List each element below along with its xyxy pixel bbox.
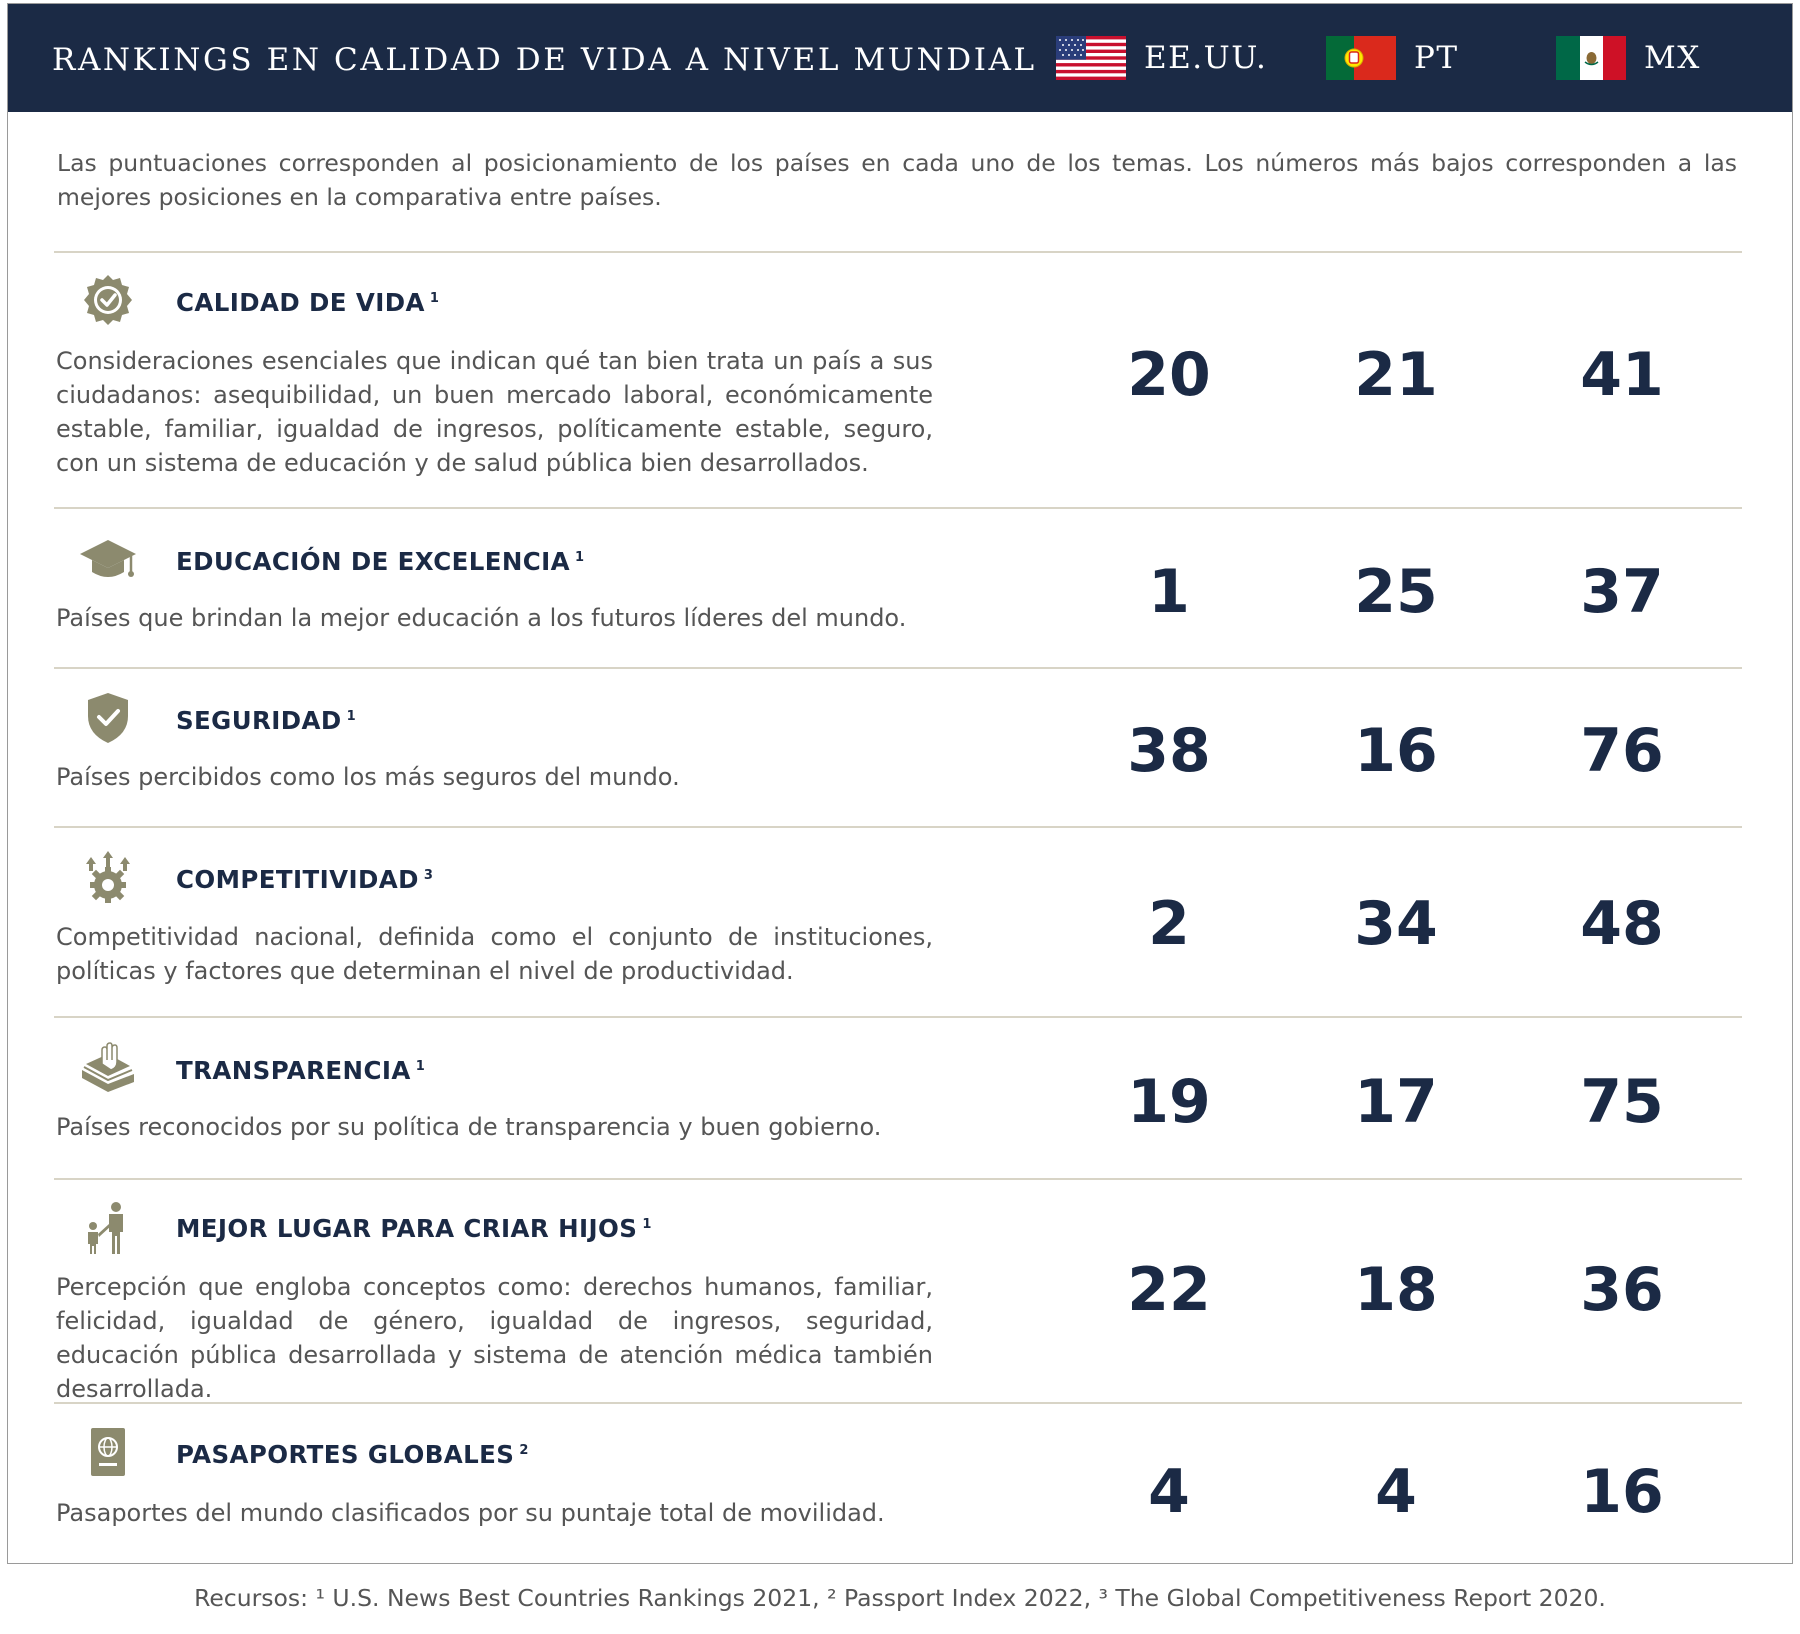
row-description: Países reconocidos por su política de tr… bbox=[56, 1113, 882, 1141]
graduation-cap-icon bbox=[78, 532, 138, 588]
score-us: 20 bbox=[1127, 340, 1211, 410]
shield-check-icon bbox=[78, 690, 138, 746]
score-us: 4 bbox=[1148, 1457, 1190, 1527]
row-description: Países que brindan la mejor educación a … bbox=[56, 604, 907, 632]
row-title: COMPETITIVIDAD 3 bbox=[176, 865, 434, 894]
row-description: Percepción que engloba conceptos como: d… bbox=[56, 1273, 933, 1403]
score-mx: 36 bbox=[1580, 1255, 1664, 1325]
page-title: RANKINGS EN CALIDAD DE VIDA A NIVEL MUND… bbox=[52, 42, 1037, 78]
us-flag-icon bbox=[1056, 36, 1126, 80]
divider bbox=[54, 507, 1742, 509]
divider bbox=[54, 251, 1742, 253]
row-title: PASAPORTES GLOBALES 2 bbox=[176, 1440, 529, 1469]
score-pt: 25 bbox=[1354, 557, 1438, 627]
row-title: CALIDAD DE VIDA 1 bbox=[176, 288, 440, 317]
divider bbox=[54, 1402, 1742, 1404]
country-mx: MX bbox=[1556, 4, 1701, 112]
score-pt: 17 bbox=[1354, 1067, 1438, 1137]
score-pt: 16 bbox=[1354, 716, 1438, 786]
score-pt: 4 bbox=[1375, 1457, 1417, 1527]
parent-child-icon bbox=[78, 1200, 138, 1256]
score-us: 22 bbox=[1127, 1255, 1211, 1325]
country-us: EE.UU. bbox=[1056, 4, 1267, 112]
gear-arrows-icon bbox=[78, 849, 138, 905]
intro-text: Las puntuaciones corresponden al posicio… bbox=[57, 149, 1737, 211]
score-us: 1 bbox=[1148, 557, 1190, 627]
score-pt: 34 bbox=[1354, 889, 1438, 959]
rankings-card: RANKINGS EN CALIDAD DE VIDA A NIVEL MUND… bbox=[7, 3, 1793, 1564]
header-bar: RANKINGS EN CALIDAD DE VIDA A NIVEL MUND… bbox=[8, 4, 1792, 112]
score-mx: 76 bbox=[1580, 716, 1664, 786]
divider bbox=[54, 826, 1742, 828]
portugal-flag-icon bbox=[1326, 36, 1396, 80]
score-mx: 48 bbox=[1580, 889, 1664, 959]
mexico-flag-icon bbox=[1556, 36, 1626, 80]
country-label-mx: MX bbox=[1644, 40, 1701, 76]
passport-icon bbox=[78, 1425, 138, 1481]
row-title: SEGURIDAD 1 bbox=[176, 706, 357, 735]
row-description: Países percibidos como los más seguros d… bbox=[56, 763, 680, 791]
sources-footer: Recursos: ¹ U.S. News Best Countries Ran… bbox=[194, 1584, 1606, 1612]
divider bbox=[54, 1178, 1742, 1180]
score-mx: 37 bbox=[1580, 557, 1664, 627]
score-pt: 18 bbox=[1354, 1255, 1438, 1325]
row-description: Pasaportes del mundo clasificados por su… bbox=[56, 1499, 885, 1527]
score-mx: 75 bbox=[1580, 1067, 1664, 1137]
divider bbox=[54, 1016, 1742, 1018]
score-mx: 16 bbox=[1580, 1457, 1664, 1527]
badge-check-icon bbox=[78, 272, 138, 328]
row-title: EDUCACIÓN DE EXCELENCIA 1 bbox=[176, 547, 585, 576]
score-pt: 21 bbox=[1354, 340, 1438, 410]
divider bbox=[54, 667, 1742, 669]
row-description: Competitividad nacional, definida como e… bbox=[56, 923, 933, 985]
hand-book-icon bbox=[78, 1040, 138, 1096]
country-pt: PT bbox=[1326, 4, 1459, 112]
score-us: 38 bbox=[1127, 716, 1211, 786]
score-us: 2 bbox=[1148, 889, 1190, 959]
country-label-us: EE.UU. bbox=[1144, 40, 1268, 76]
score-mx: 41 bbox=[1580, 340, 1664, 410]
row-title: MEJOR LUGAR PARA CRIAR HIJOS 1 bbox=[176, 1214, 652, 1243]
row-description: Consideraciones esenciales que indican q… bbox=[56, 347, 933, 477]
row-title: TRANSPARENCIA 1 bbox=[176, 1056, 426, 1085]
country-label-pt: PT bbox=[1414, 40, 1459, 76]
score-us: 19 bbox=[1127, 1067, 1211, 1137]
